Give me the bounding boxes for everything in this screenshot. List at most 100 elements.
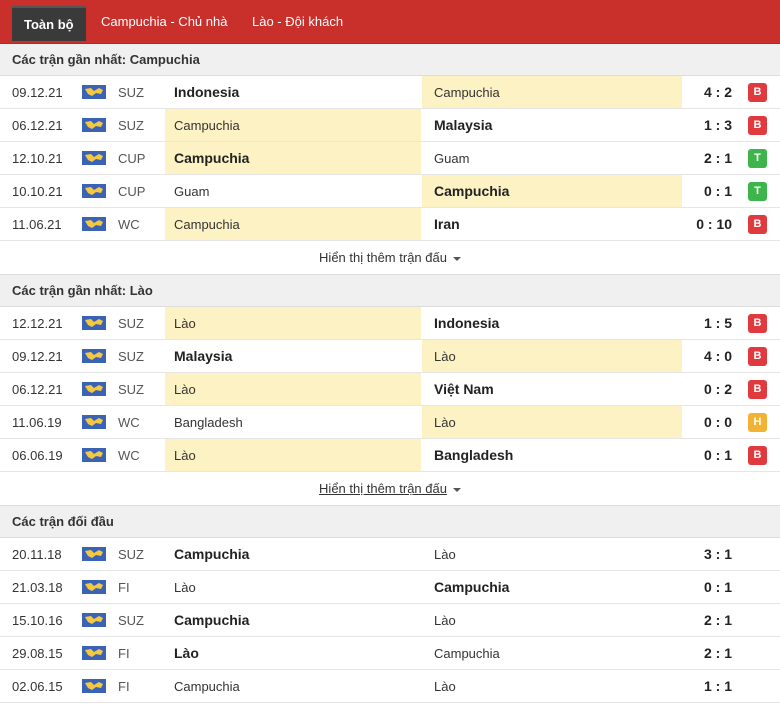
league-code[interactable]: WC [118, 217, 140, 232]
league-flag-icon [82, 580, 106, 594]
match-score[interactable]: 3 : 1 [703, 546, 732, 562]
away-team[interactable]: Indonesia [434, 315, 500, 331]
home-team[interactable]: Campuchia [174, 546, 250, 562]
result-badge: H [748, 413, 767, 432]
match-score[interactable]: 0 : 10 [696, 216, 732, 232]
home-team[interactable]: Lào [165, 439, 421, 471]
result-badge: B [748, 83, 767, 102]
section-title: Các trận gần nhất: Campuchia [0, 44, 780, 76]
league-flag-icon [82, 646, 106, 660]
match-score[interactable]: 4 : 2 [703, 84, 732, 100]
match-score[interactable]: 4 : 0 [703, 348, 732, 364]
away-team[interactable]: Malaysia [434, 117, 493, 133]
league-code[interactable]: SUZ [118, 547, 144, 562]
league-code[interactable]: SUZ [118, 316, 144, 331]
home-team[interactable]: Campuchia [174, 679, 240, 694]
tab-away-team[interactable]: Lào - Đội khách [252, 14, 344, 29]
away-team[interactable]: Việt Nam [434, 381, 494, 397]
tab-bar: Toàn bộ Campuchia - Chủ nhà Lào - Đội kh… [0, 0, 780, 44]
match-row[interactable]: 02.06.15 FI Campuchia Lào 1 : 1 [0, 670, 780, 703]
match-date: 20.11.18 [12, 547, 62, 562]
home-team[interactable]: Guam [174, 184, 210, 199]
tab-all[interactable]: Toàn bộ [12, 6, 86, 41]
match-score[interactable]: 1 : 5 [703, 315, 732, 331]
match-score[interactable]: 0 : 2 [703, 381, 732, 397]
match-score[interactable]: 0 : 1 [703, 447, 732, 463]
away-team[interactable]: Lào [434, 679, 456, 694]
away-team[interactable]: Lào [422, 406, 682, 438]
home-team[interactable]: Campuchia [174, 612, 250, 628]
away-team[interactable]: Campuchia [422, 175, 682, 207]
league-code[interactable]: SUZ [118, 85, 144, 100]
match-row[interactable]: 15.10.16 SUZ Campuchia Lào 2 : 1 [0, 604, 780, 637]
home-team[interactable]: Campuchia [165, 142, 421, 174]
tab-home-team[interactable]: Campuchia - Chủ nhà [101, 14, 228, 29]
match-score[interactable]: 0 : 0 [703, 414, 732, 430]
away-team[interactable]: Bangladesh [434, 447, 514, 463]
home-team[interactable]: Campuchia [165, 208, 421, 240]
match-date: 06.12.21 [12, 118, 63, 133]
match-score[interactable]: 2 : 1 [703, 150, 732, 166]
match-date: 29.08.15 [12, 646, 63, 661]
league-code[interactable]: SUZ [118, 349, 144, 364]
match-row[interactable]: 09.12.21 SUZ Malaysia Lào 4 : 0 B [0, 340, 780, 373]
match-row[interactable]: 12.12.21 SUZ Lào Indonesia 1 : 5 B [0, 307, 780, 340]
match-score[interactable]: 1 : 1 [703, 678, 732, 694]
match-row[interactable]: 11.06.21 WC Campuchia Iran 0 : 10 B [0, 208, 780, 241]
result-badge: B [748, 314, 767, 333]
away-team[interactable]: Iran [434, 216, 460, 232]
league-flag-icon [82, 118, 106, 132]
show-more-button[interactable]: Hiển thị thêm trận đấu [0, 472, 780, 506]
league-code[interactable]: FI [118, 580, 130, 595]
home-team[interactable]: Campuchia [165, 109, 421, 141]
home-team[interactable]: Malaysia [174, 348, 233, 364]
result-badge: T [748, 149, 767, 168]
match-row[interactable]: 21.03.18 FI Lào Campuchia 0 : 1 [0, 571, 780, 604]
league-code[interactable]: FI [118, 679, 130, 694]
show-more-button[interactable]: Hiển thị thêm trận đấu [0, 241, 780, 275]
match-row[interactable]: 10.10.21 CUP Guam Campuchia 0 : 1 T [0, 175, 780, 208]
match-row[interactable]: 06.12.21 SUZ Lào Việt Nam 0 : 2 B [0, 373, 780, 406]
match-row[interactable]: 06.06.19 WC Lào Bangladesh 0 : 1 B [0, 439, 780, 472]
league-code[interactable]: WC [118, 448, 140, 463]
league-code[interactable]: WC [118, 415, 140, 430]
match-row[interactable]: 20.11.18 SUZ Campuchia Lào 3 : 1 [0, 538, 780, 571]
home-team[interactable]: Lào [174, 580, 196, 595]
away-team[interactable]: Guam [434, 151, 470, 166]
away-team[interactable]: Campuchia [434, 579, 510, 595]
home-team[interactable]: Indonesia [174, 84, 240, 100]
recent-matches-lao-section: Các trận gần nhất: Lào 12.12.21 SUZ Lào Indo… [0, 275, 780, 506]
away-team[interactable]: Campuchia [422, 76, 682, 108]
match-score[interactable]: 2 : 1 [703, 612, 732, 628]
league-code[interactable]: FI [118, 646, 130, 661]
away-team[interactable]: Campuchia [434, 646, 500, 661]
match-row[interactable]: 29.08.15 FI Lào Campuchia 2 : 1 [0, 637, 780, 670]
match-score[interactable]: 1 : 3 [703, 117, 732, 133]
home-team[interactable]: Lào [174, 645, 199, 661]
match-row[interactable]: 06.12.21 SUZ Campuchia Malaysia 1 : 3 B [0, 109, 780, 142]
result-badge: B [748, 347, 767, 366]
match-date: 11.06.21 [12, 217, 62, 232]
league-code[interactable]: SUZ [118, 382, 144, 397]
home-team[interactable]: Bangladesh [174, 415, 243, 430]
league-code[interactable]: CUP [118, 184, 146, 199]
match-date: 06.06.19 [12, 448, 63, 463]
match-date: 09.12.21 [12, 349, 63, 364]
league-code[interactable]: CUP [118, 151, 146, 166]
away-team[interactable]: Lào [434, 547, 456, 562]
match-score[interactable]: 0 : 1 [703, 579, 732, 595]
match-row[interactable]: 09.12.21 SUZ Indonesia Campuchia 4 : 2 B [0, 76, 780, 109]
section-title: Các trận gần nhất: Lào [0, 275, 780, 307]
home-team[interactable]: Lào [165, 373, 421, 405]
league-flag-icon [82, 382, 106, 396]
match-row[interactable]: 11.06.19 WC Bangladesh Lào 0 : 0 H [0, 406, 780, 439]
league-code[interactable]: SUZ [118, 118, 144, 133]
league-flag-icon [82, 547, 106, 561]
match-score[interactable]: 2 : 1 [703, 645, 732, 661]
match-score[interactable]: 0 : 1 [703, 183, 732, 199]
match-row[interactable]: 12.10.21 CUP Campuchia Guam 2 : 1 T [0, 142, 780, 175]
home-team[interactable]: Lào [165, 307, 421, 339]
league-code[interactable]: SUZ [118, 613, 144, 628]
away-team[interactable]: Lào [434, 613, 456, 628]
away-team[interactable]: Lào [422, 340, 682, 372]
